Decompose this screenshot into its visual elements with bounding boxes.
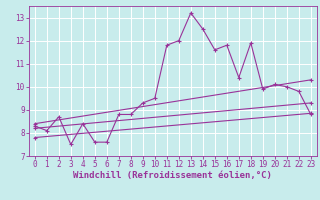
X-axis label: Windchill (Refroidissement éolien,°C): Windchill (Refroidissement éolien,°C) bbox=[73, 171, 272, 180]
